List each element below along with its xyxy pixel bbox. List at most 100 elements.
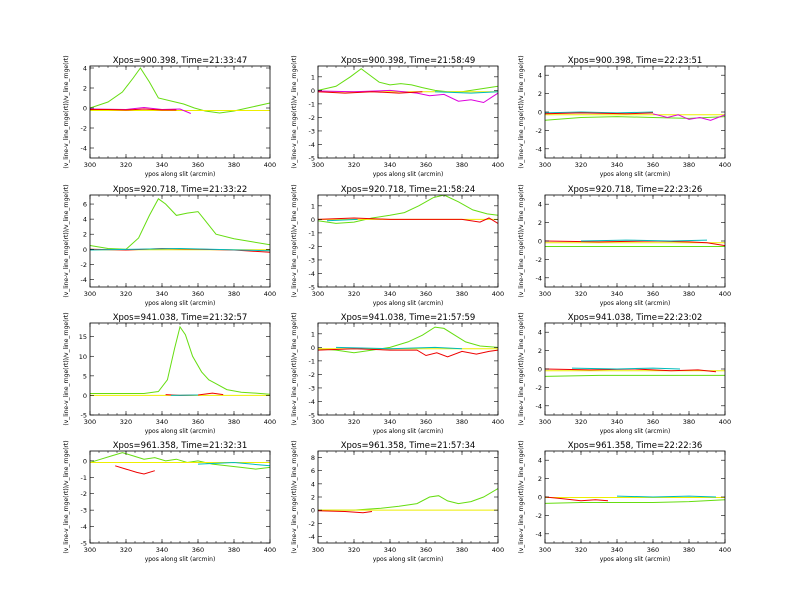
x-tick-label: 380 bbox=[683, 418, 695, 426]
y-tick-label: 0 bbox=[83, 392, 87, 400]
x-tick-label: 320 bbox=[348, 161, 360, 169]
x-tick-label: 300 bbox=[539, 161, 551, 169]
x-axis-label: ypos along slit (arcmin) bbox=[600, 171, 671, 178]
y-tick-label: -4 bbox=[81, 523, 87, 531]
x-axis-label: ypos along slit (arcmin) bbox=[373, 428, 444, 435]
series-group bbox=[90, 67, 270, 114]
chart-panel-11: 300 320 340 360 380 400 -4 -2 0 2 4 6 8 Xpos=961.358,… bbox=[291, 440, 504, 563]
series-line-red bbox=[545, 496, 609, 502]
x-tick-label: 340 bbox=[611, 161, 623, 169]
x-axis-label: ypos along slit (arcmin) bbox=[600, 428, 671, 435]
chart-panel-7: 300 320 340 360 380 400 -5 0 5 10 15 Xpos=941.038, … bbox=[63, 312, 276, 435]
x-tick-label: 340 bbox=[156, 418, 168, 426]
chart-panel-1: 300 320 340 360 380 400 -4 -2 0 2 4 Xpos=900.398, T… bbox=[63, 55, 276, 178]
y-tick-label: 4 bbox=[538, 201, 542, 209]
x-axis-label: ypos along slit (arcmin) bbox=[373, 171, 444, 178]
y-tick-label: 0 bbox=[538, 109, 542, 117]
x-tick-label: 360 bbox=[420, 161, 432, 169]
x-tick-label: 320 bbox=[348, 418, 360, 426]
series-line-green bbox=[545, 374, 725, 377]
series-group bbox=[545, 239, 725, 247]
chart-title: Xpos=920.718, Time=22:23:26 bbox=[568, 185, 703, 195]
series-group bbox=[545, 495, 725, 504]
y-tick-label: 2 bbox=[83, 231, 87, 239]
x-tick-label: 340 bbox=[384, 418, 396, 426]
y-tick-label: -3 bbox=[309, 384, 315, 392]
y-tick-label: -4 bbox=[536, 274, 542, 282]
y-tick-label: -2 bbox=[309, 520, 315, 528]
y-tick-label: -1 bbox=[309, 100, 315, 108]
x-tick-label: 360 bbox=[420, 418, 432, 426]
series-line-green bbox=[90, 325, 270, 395]
y-tick-label: -3 bbox=[81, 507, 87, 515]
x-tick-label: 320 bbox=[120, 290, 132, 298]
x-tick-label: 400 bbox=[264, 290, 276, 298]
y-tick-label: 6 bbox=[83, 201, 87, 209]
x-tick-label: 320 bbox=[575, 290, 587, 298]
series-line-green bbox=[318, 326, 498, 354]
y-tick-label: 0 bbox=[83, 105, 87, 113]
y-tick-label: -2 bbox=[81, 490, 87, 498]
y-axis-label: (v_line-v_line_rnge(rt))/v_line_rnge(rt) bbox=[63, 312, 70, 425]
y-tick-label: 1 bbox=[311, 202, 315, 210]
x-tick-label: 340 bbox=[611, 290, 623, 298]
series-group bbox=[318, 488, 498, 514]
y-tick-label: -3 bbox=[309, 127, 315, 135]
y-tick-label: -5 bbox=[81, 540, 87, 548]
x-tick-label: 400 bbox=[492, 161, 504, 169]
series-group bbox=[90, 198, 270, 253]
y-tick-label: -2 bbox=[81, 125, 87, 133]
x-tick-label: 380 bbox=[228, 418, 240, 426]
x-tick-label: 340 bbox=[384, 546, 396, 554]
y-tick-label: -2 bbox=[536, 384, 542, 392]
x-tick-label: 300 bbox=[312, 418, 324, 426]
x-tick-label: 340 bbox=[384, 161, 396, 169]
y-tick-label: 2 bbox=[538, 475, 542, 483]
series-line-magenta bbox=[652, 113, 725, 121]
y-tick-label: 10 bbox=[79, 353, 87, 361]
series-group bbox=[318, 68, 498, 104]
x-tick-label: 360 bbox=[420, 546, 432, 554]
y-tick-label: 8 bbox=[311, 454, 315, 462]
series-line-green bbox=[545, 499, 725, 504]
y-tick-label: -4 bbox=[309, 398, 315, 406]
y-tick-label: -4 bbox=[81, 276, 87, 284]
x-tick-label: 300 bbox=[312, 546, 324, 554]
y-tick-label: 4 bbox=[538, 457, 542, 465]
x-axis-label: ypos along slit (arcmin) bbox=[145, 556, 216, 563]
series-line-red bbox=[545, 368, 717, 373]
y-tick-label: -1 bbox=[81, 474, 87, 482]
y-axis-label: (v_line-v_line_rnge(rt))/v_line_rnge(rt) bbox=[291, 312, 298, 425]
y-axis-label: (v_line-v_line_rnge(rt))/v_line_rnge(rt) bbox=[63, 184, 70, 297]
x-tick-label: 380 bbox=[228, 290, 240, 298]
x-tick-label: 300 bbox=[84, 546, 96, 554]
chart-title: Xpos=941.038, Time=21:57:59 bbox=[341, 313, 476, 323]
x-tick-label: 400 bbox=[492, 290, 504, 298]
series-line-red bbox=[545, 112, 654, 115]
plot-frame bbox=[89, 65, 271, 159]
chart-title: Xpos=941.038, Time=22:23:02 bbox=[568, 313, 703, 323]
x-tick-label: 380 bbox=[456, 290, 468, 298]
x-tick-label: 380 bbox=[228, 161, 240, 169]
x-tick-label: 360 bbox=[420, 290, 432, 298]
x-tick-label: 380 bbox=[683, 546, 695, 554]
chart-title: Xpos=961.358, Time=22:22:36 bbox=[568, 441, 703, 451]
x-tick-label: 320 bbox=[348, 546, 360, 554]
x-axis-label: ypos along slit (arcmin) bbox=[145, 428, 216, 435]
y-tick-label: -4 bbox=[536, 530, 542, 538]
y-tick-label: 6 bbox=[311, 467, 315, 475]
x-tick-label: 400 bbox=[492, 546, 504, 554]
x-tick-label: 320 bbox=[575, 161, 587, 169]
x-tick-label: 320 bbox=[120, 546, 132, 554]
plot-frame bbox=[317, 322, 499, 416]
x-tick-label: 300 bbox=[312, 290, 324, 298]
y-axis-label: (v_line-v_line_rnge(rt))/v_line_rnge(rt) bbox=[291, 184, 298, 297]
chart-panel-2: 300 320 340 360 380 400 -5 -4 -3 -2 -1 0 1 Xpos=900.3… bbox=[291, 55, 504, 178]
y-tick-label: -5 bbox=[309, 155, 315, 163]
x-axis-label: ypos along slit (arcmin) bbox=[145, 300, 216, 307]
series-line-green bbox=[318, 68, 498, 93]
x-tick-label: 340 bbox=[611, 418, 623, 426]
x-tick-label: 340 bbox=[156, 290, 168, 298]
series-line-green bbox=[90, 198, 270, 250]
y-axis-label: (v_line-v_line_rnge(rt))/v_line_rnge(rt) bbox=[518, 440, 525, 553]
